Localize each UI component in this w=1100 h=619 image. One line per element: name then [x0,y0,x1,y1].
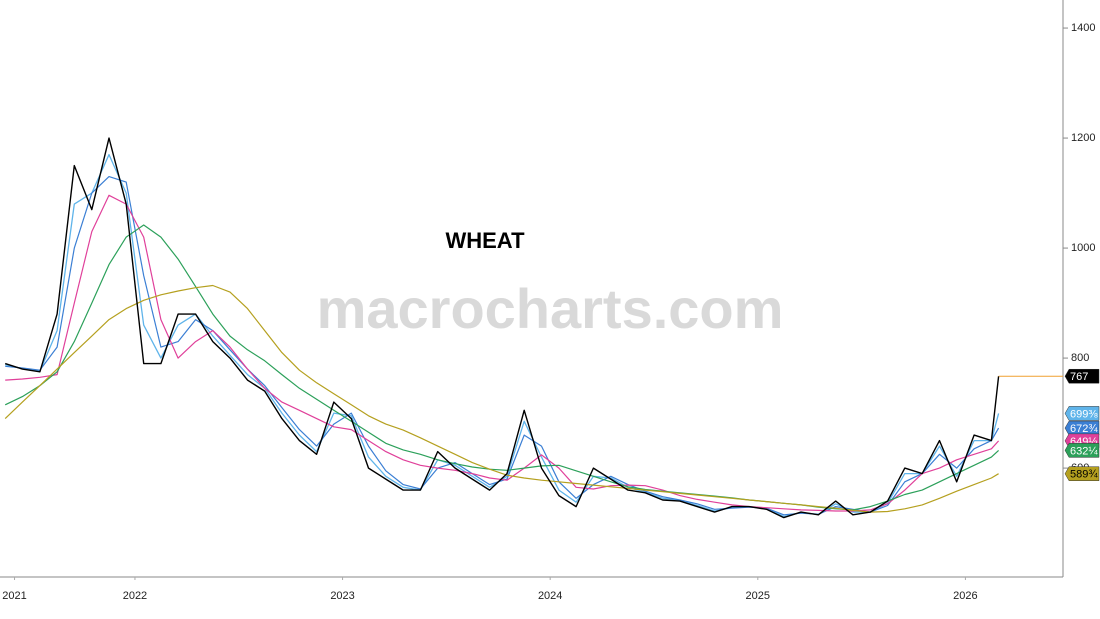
y-tick-label: 1400 [1071,22,1095,34]
x-tick-label: 2022 [123,590,147,602]
series-line [5,153,1000,518]
chart-title: WHEAT [445,228,525,253]
x-tick-label: 2021 [2,590,26,602]
x-tick-label: 2025 [746,590,770,602]
series-line [5,176,1000,516]
badge-label: 767 [1070,371,1088,383]
last-value-badge: 589¾ [1064,466,1100,481]
watermark: macrocharts.com [317,277,784,340]
series-line [5,194,1000,512]
y-tick-label: 1000 [1071,242,1095,254]
last-value-badge: 632¼ [1064,443,1100,458]
x-tick-label: 2026 [953,590,977,602]
x-tick-label: 2024 [538,590,562,602]
badge-label: 632¼ [1070,445,1098,457]
y-tick-label: 1200 [1071,132,1095,144]
series-line [4,284,999,513]
badge-label: 672¾ [1070,423,1098,435]
badge-shape [1064,420,1100,436]
series-line [4,137,1000,519]
x-tick-label: 2023 [330,590,354,602]
last-value-badge: 672¾ [1064,420,1100,436]
y-tick-label: 800 [1071,352,1089,364]
badge-label: 589¾ [1070,469,1098,481]
series-line [4,224,1000,511]
badge-shape [1064,443,1100,458]
last-value-badge: 699⅜ [1064,406,1100,421]
badge-shape [1064,466,1100,481]
last-value-badge: 767 [1064,368,1100,384]
badge-shape [1064,406,1100,421]
badge-label: 699⅜ [1070,408,1098,420]
badge-shape [1064,368,1100,384]
